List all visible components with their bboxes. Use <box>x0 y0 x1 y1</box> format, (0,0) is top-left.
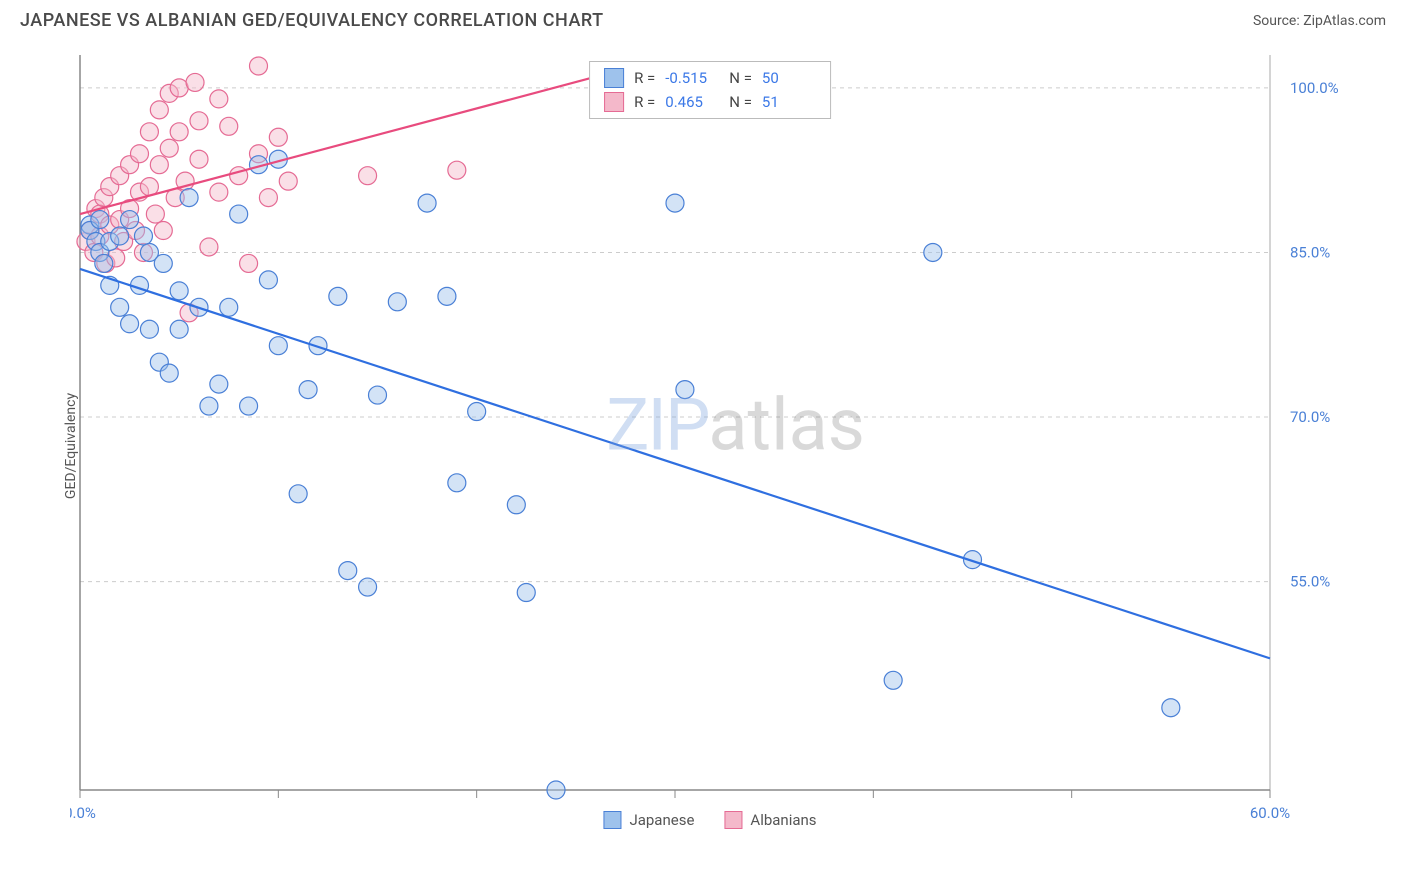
data-point <box>170 123 188 141</box>
legend-row-japanese: R = -0.515 N = 50 <box>604 66 816 90</box>
data-point <box>111 298 129 316</box>
plot-container: 55.0%70.0%85.0%100.0%0.0%60.0% ZIPatlas … <box>70 55 1350 825</box>
x-tick-label: 0.0% <box>70 804 96 822</box>
data-point <box>154 222 172 240</box>
data-point <box>468 403 486 421</box>
data-point <box>289 485 307 503</box>
data-point <box>121 315 139 333</box>
data-point <box>150 156 168 174</box>
data-point <box>210 375 228 393</box>
r-value-albanians: 0.465 <box>665 93 719 111</box>
data-point <box>170 282 188 300</box>
data-point <box>448 161 466 179</box>
n-label: N = <box>729 93 752 111</box>
data-point <box>388 293 406 311</box>
data-point <box>884 671 902 689</box>
data-point <box>299 381 317 399</box>
data-point <box>146 205 164 223</box>
data-point <box>210 90 228 108</box>
n-label: N = <box>729 69 752 87</box>
data-point <box>240 254 258 272</box>
data-point <box>676 381 694 399</box>
data-point <box>339 562 357 580</box>
r-label: R = <box>634 93 655 111</box>
legend-swatch-albanians <box>604 92 624 112</box>
y-tick-label: 70.0% <box>1290 408 1330 426</box>
data-point <box>924 243 942 261</box>
data-point <box>259 189 277 207</box>
data-point <box>150 101 168 119</box>
data-point <box>170 79 188 97</box>
data-point <box>220 117 238 135</box>
trend-line <box>80 269 1270 658</box>
data-point <box>1162 699 1180 717</box>
source-label: Source: ZipAtlas.com <box>1253 13 1386 29</box>
data-point <box>121 211 139 229</box>
legend-item-albanians: Albanians <box>724 811 816 829</box>
data-point <box>230 205 248 223</box>
data-point <box>190 150 208 168</box>
n-value-albanians: 51 <box>762 93 816 111</box>
chart-title: JAPANESE VS ALBANIAN GED/EQUIVALENCY COR… <box>20 10 604 31</box>
data-point <box>547 781 565 799</box>
data-point <box>91 211 109 229</box>
data-point <box>279 172 297 190</box>
data-point <box>269 128 287 146</box>
data-point <box>329 287 347 305</box>
legend-label-albanians: Albanians <box>750 811 816 829</box>
legend-item-japanese: Japanese <box>603 811 694 829</box>
data-point <box>131 145 149 163</box>
legend-row-albanians: R = 0.465 N = 51 <box>604 90 816 114</box>
n-value-japanese: 50 <box>762 69 816 87</box>
y-tick-label: 55.0% <box>1290 573 1330 591</box>
legend-swatch-japanese <box>604 68 624 88</box>
data-point <box>418 194 436 212</box>
data-point <box>186 73 204 91</box>
legend-series: Japanese Albanians <box>603 811 816 829</box>
data-point <box>359 578 377 596</box>
title-bar: JAPANESE VS ALBANIAN GED/EQUIVALENCY COR… <box>0 0 1406 31</box>
legend-swatch-albanians <box>724 811 742 829</box>
data-point <box>507 496 525 514</box>
legend-label-japanese: Japanese <box>629 811 694 829</box>
data-point <box>190 112 208 130</box>
r-value-japanese: -0.515 <box>665 69 719 87</box>
data-point <box>240 397 258 415</box>
y-tick-label: 85.0% <box>1290 243 1330 261</box>
data-point <box>154 254 172 272</box>
data-point <box>134 227 152 245</box>
data-point <box>359 167 377 185</box>
x-tick-label: 60.0% <box>1250 804 1290 822</box>
data-point <box>140 320 158 338</box>
data-point <box>250 57 268 75</box>
r-label: R = <box>634 69 655 87</box>
data-point <box>95 254 113 272</box>
data-point <box>160 364 178 382</box>
data-point <box>517 584 535 602</box>
legend-swatch-japanese <box>603 811 621 829</box>
data-point <box>111 227 129 245</box>
data-point <box>170 320 188 338</box>
data-point <box>200 238 218 256</box>
data-point <box>369 386 387 404</box>
data-point <box>259 271 277 289</box>
data-point <box>160 139 178 157</box>
data-point <box>448 474 466 492</box>
legend-correlation: R = -0.515 N = 50 R = 0.465 N = 51 <box>589 61 831 119</box>
y-tick-label: 100.0% <box>1290 79 1339 97</box>
scatter-plot: 55.0% 70.0% 85.0% 100.0% 0.0% 60.0% <box>70 55 1350 825</box>
data-point <box>666 194 684 212</box>
data-point <box>220 298 238 316</box>
data-point <box>140 123 158 141</box>
data-point <box>210 183 228 201</box>
data-point <box>269 337 287 355</box>
data-point <box>438 287 456 305</box>
data-point <box>180 189 198 207</box>
data-point <box>200 397 218 415</box>
